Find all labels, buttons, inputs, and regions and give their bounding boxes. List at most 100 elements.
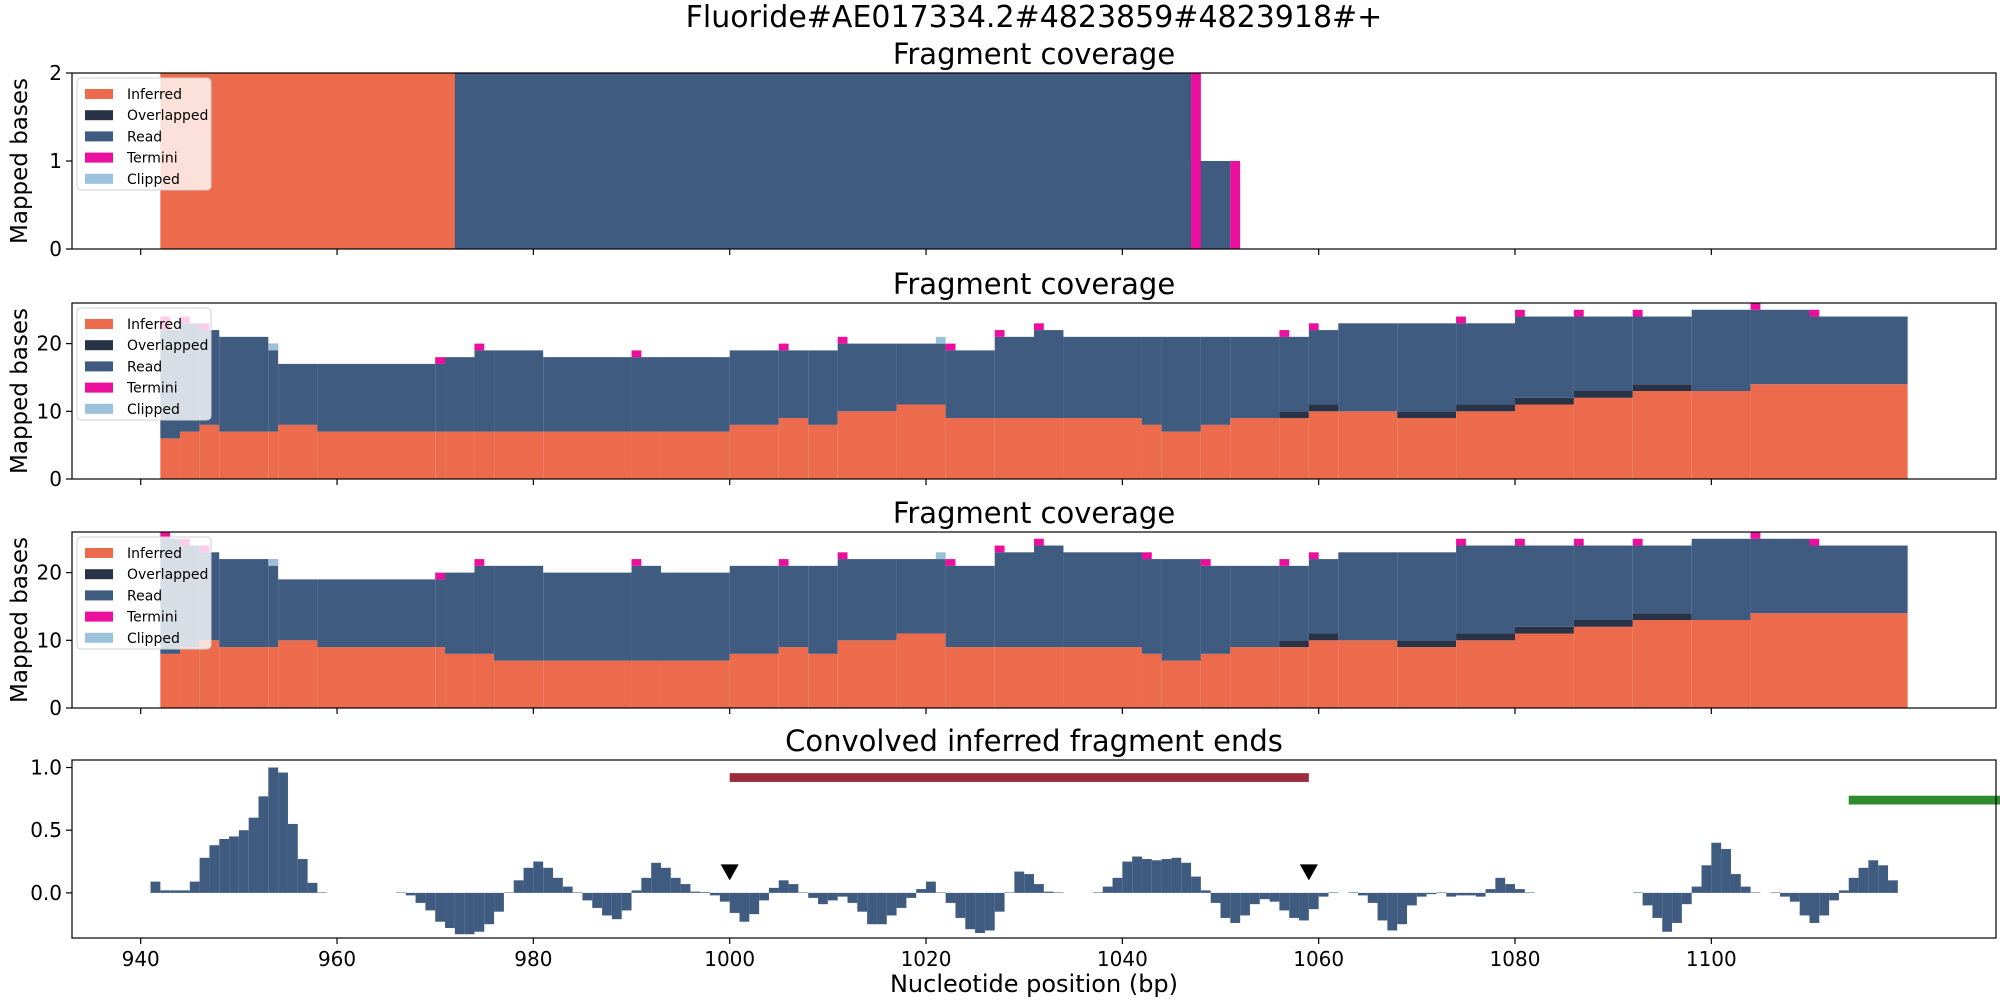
signal-bar <box>1112 877 1123 893</box>
y-tick-label: 2 <box>49 61 62 85</box>
y-axis-label: Mapped bases <box>7 78 33 244</box>
bar-overlapped <box>1308 404 1339 412</box>
bar-termini <box>474 343 485 351</box>
x-tick-label: 940 <box>122 947 160 971</box>
bar-read <box>837 559 897 641</box>
signal-bar <box>179 890 190 893</box>
signal-bar <box>1711 842 1722 893</box>
legend-label: Read <box>127 359 162 375</box>
signal-bar <box>199 857 210 893</box>
bar-inferred <box>660 660 730 708</box>
signal-bar <box>1838 890 1849 893</box>
bar-read <box>1200 565 1231 654</box>
panel-title: Fragment coverage <box>893 267 1175 301</box>
bar-inferred <box>445 653 475 708</box>
bar-read <box>660 572 730 661</box>
bar-read <box>219 336 269 432</box>
bar-inferred <box>631 660 661 708</box>
bar-read <box>994 552 1034 648</box>
signal-bar <box>1141 859 1152 893</box>
signal-bar <box>1819 892 1830 916</box>
signal-bar <box>837 892 848 897</box>
bar-read <box>778 565 809 648</box>
bar-read <box>494 565 544 661</box>
signal-bar <box>1377 892 1388 921</box>
legend-label: Clipped <box>127 172 180 188</box>
x-tick-label: 1100 <box>1686 947 1737 971</box>
bar-read <box>268 350 279 432</box>
legend-label: Termini <box>126 151 178 167</box>
bar-read <box>1338 552 1398 641</box>
x-tick-label: 1020 <box>901 947 952 971</box>
bar-inferred <box>729 424 779 479</box>
signal-bar <box>1014 871 1025 893</box>
bar-read <box>543 357 632 432</box>
signal-bar <box>1191 876 1201 893</box>
legend-swatch <box>85 548 113 558</box>
bar-inferred <box>994 647 1034 708</box>
bar-read <box>1573 316 1633 391</box>
signal-bar <box>425 892 436 911</box>
signal-bar <box>935 892 946 893</box>
bar-termini <box>1515 538 1525 546</box>
signal-bar <box>1122 861 1133 893</box>
bar-inferred <box>1750 613 1810 708</box>
bar-read <box>1397 552 1457 641</box>
bar-read <box>1034 545 1064 648</box>
bar-inferred <box>474 653 495 708</box>
signal-bar <box>572 892 583 893</box>
bar-read <box>808 565 838 654</box>
signal-bar <box>1259 892 1270 900</box>
signal-bar <box>867 892 877 925</box>
bar-read <box>1161 559 1201 661</box>
bar-termini <box>1456 316 1466 324</box>
signal-bar <box>896 892 907 908</box>
signal-bar <box>1858 867 1869 893</box>
signal-bar <box>484 892 495 925</box>
bar-termini <box>1308 552 1319 560</box>
bar-inferred <box>268 647 279 708</box>
bar-read <box>1515 316 1574 398</box>
bar-overlapped <box>1397 411 1457 419</box>
bar-termini <box>837 336 848 344</box>
signal-bar <box>1770 892 1781 893</box>
panel-title: Fragment coverage <box>893 496 1175 530</box>
bar-termini <box>837 552 848 560</box>
bar-inferred <box>1809 384 1908 479</box>
bar-termini <box>1279 330 1290 337</box>
bar-inferred <box>1200 424 1231 479</box>
bar-read <box>631 565 661 661</box>
signal-bar <box>1691 886 1702 893</box>
bar-inferred <box>1230 418 1280 479</box>
signal-bar <box>474 892 485 932</box>
y-tick-label: 0 <box>49 467 62 491</box>
bar-termini <box>435 357 446 364</box>
signal-bar <box>1249 892 1260 905</box>
signal-bar <box>1750 892 1761 893</box>
signal-bar <box>1416 892 1427 897</box>
signal-bar <box>719 892 730 902</box>
signal-bar <box>1348 892 1358 893</box>
signal-bar <box>1426 892 1437 895</box>
signal-bar <box>445 892 455 928</box>
signal-bar <box>268 767 279 893</box>
signal-bar <box>1299 892 1309 921</box>
legend-label: Overlapped <box>127 338 208 354</box>
signal-bar <box>1043 891 1054 893</box>
signal-bar <box>248 817 259 893</box>
bar-read <box>435 363 446 432</box>
bar-termini <box>1308 323 1319 331</box>
panel-1: Fragment coverage Mapped bases 0 1 2 Inferred… <box>7 37 1997 261</box>
signal-bar <box>317 892 328 893</box>
signal-bar <box>1387 892 1398 931</box>
bar-overlapped <box>1456 633 1515 641</box>
bar-inferred <box>1063 418 1142 479</box>
bar-inferred <box>435 431 446 479</box>
bar-read <box>945 565 995 648</box>
legend-swatch <box>85 361 113 372</box>
bar-read <box>896 343 946 405</box>
bar-termini <box>1750 532 1761 539</box>
signal-bar <box>778 880 789 893</box>
signal-bar <box>1102 886 1113 893</box>
signal-bar <box>857 892 868 912</box>
